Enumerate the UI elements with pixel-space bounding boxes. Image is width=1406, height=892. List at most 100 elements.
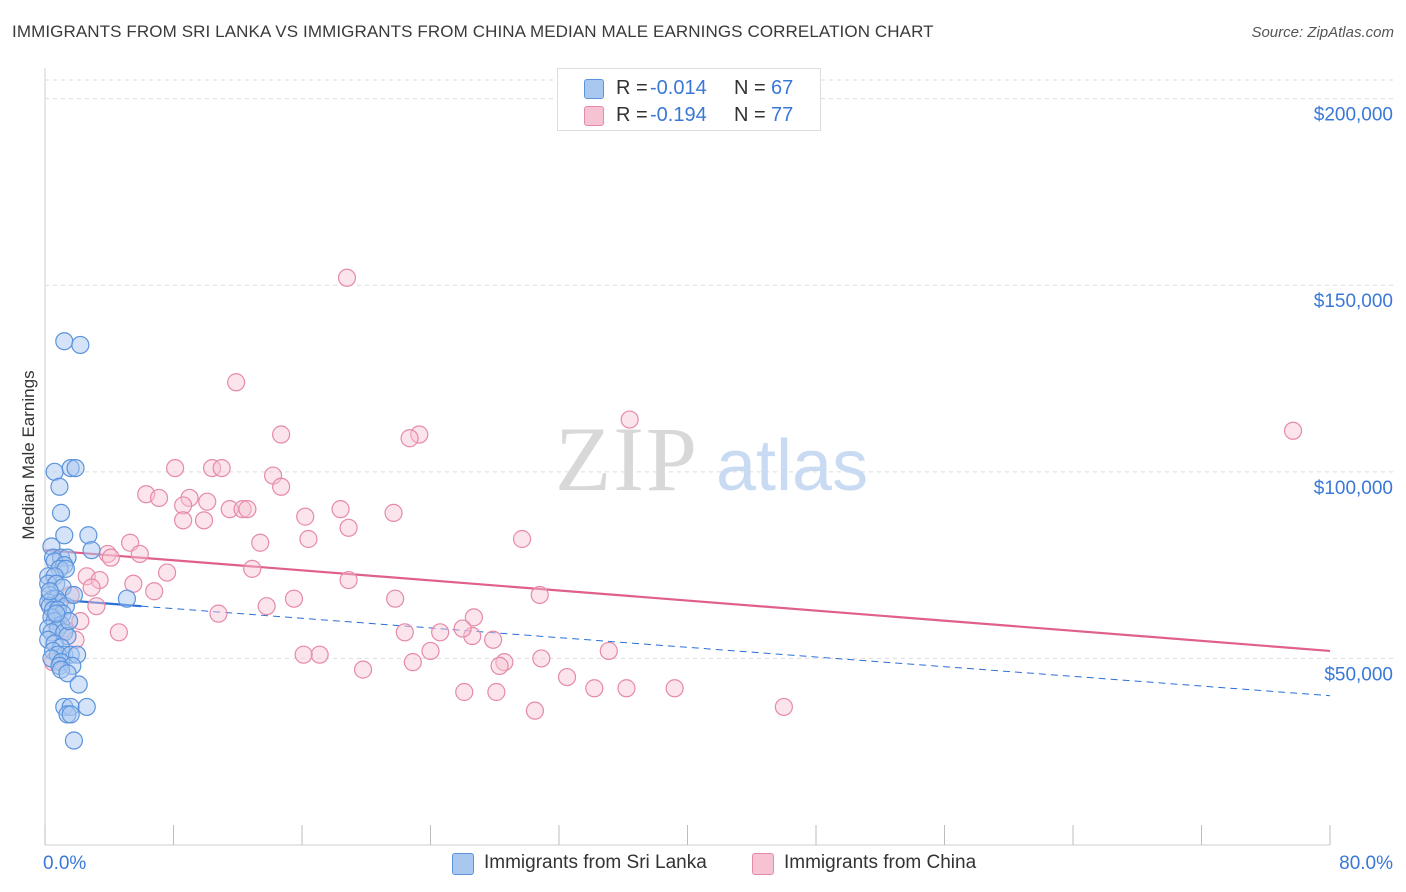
y-tick-labels: $50,000 $100,000 $150,000 $200,000 <box>1314 105 1393 686</box>
data-point-china <box>464 608 483 627</box>
watermark: ZIP atlas <box>555 408 868 510</box>
data-point-china <box>299 529 318 549</box>
data-point-sri-lanka <box>64 731 84 750</box>
y-tick-label: $200,000 <box>1314 105 1393 126</box>
data-point-sri-lanka <box>50 477 69 496</box>
data-point-china <box>617 679 636 698</box>
x-tick-label: 80.0% <box>1339 853 1393 874</box>
data-point-china <box>620 410 639 429</box>
data-point-sri-lanka <box>117 589 137 608</box>
data-point-sri-lanka <box>55 526 74 545</box>
points-china <box>43 268 1303 720</box>
data-point-sri-lanka <box>71 335 90 355</box>
data-point-sri-lanka <box>77 697 96 717</box>
data-point-sri-lanka <box>51 503 71 522</box>
data-point-china <box>82 578 101 597</box>
data-point-china <box>463 626 482 646</box>
data-point-china <box>455 682 474 702</box>
data-point-china <box>339 570 358 590</box>
data-point-china <box>310 645 329 664</box>
chart-title: IMMIGRANTS FROM SRI LANKA VS IMMIGRANTS … <box>12 22 934 41</box>
data-point-china <box>331 500 350 519</box>
data-point-china <box>337 268 357 287</box>
data-point-china <box>386 589 405 608</box>
data-point-china <box>296 507 315 526</box>
data-point-china <box>665 679 684 698</box>
data-point-china <box>109 623 128 642</box>
data-point-china <box>174 496 193 515</box>
trendline-sri-lanka-dashed <box>141 605 1331 697</box>
data-point-china <box>530 585 549 605</box>
r-value: -0.194 <box>650 104 707 126</box>
data-point-china <box>453 619 472 638</box>
data-point-china <box>227 373 246 392</box>
data-point-china <box>339 518 358 537</box>
data-point-china <box>774 697 793 717</box>
legend-swatch-sri-lanka <box>452 853 474 875</box>
data-point-china <box>212 458 231 478</box>
data-point-china <box>294 645 313 664</box>
data-point-china <box>585 679 604 698</box>
trendline-china <box>44 549 1331 653</box>
data-point-china <box>257 597 276 616</box>
y-tick-label: $150,000 <box>1314 291 1393 312</box>
data-point-china <box>198 492 217 511</box>
r-value: -0.014 <box>650 77 707 99</box>
data-point-sri-lanka <box>82 541 101 560</box>
data-point-china <box>599 641 618 661</box>
data-point-china <box>512 529 532 549</box>
legend-label: Immigrants from Sri Lanka <box>484 852 707 873</box>
legend-swatch-china <box>584 106 604 126</box>
data-point-china <box>487 682 506 702</box>
data-point-china <box>149 488 169 508</box>
legend-swatch-sri-lanka <box>584 79 604 99</box>
data-point-china <box>1283 421 1303 440</box>
y-tick-label: $100,000 <box>1314 478 1393 499</box>
n-value: 67 <box>771 77 794 99</box>
data-point-china <box>145 582 164 601</box>
legend-row-sri-lanka: R = -0.014 N = 67 <box>558 73 820 101</box>
data-point-china <box>272 425 291 444</box>
axes <box>44 68 1331 846</box>
data-point-china <box>395 623 414 642</box>
legend-row-china: R = -0.194 N = 77 <box>558 100 820 128</box>
x-tick-label: 0.0% <box>43 853 86 874</box>
watermark-zip: ZIP <box>555 408 699 510</box>
data-point-sri-lanka <box>55 332 74 351</box>
legend-swatch-china <box>752 853 774 875</box>
data-point-china <box>272 477 291 496</box>
data-point-sri-lanka <box>40 582 59 601</box>
data-point-china <box>130 544 149 564</box>
data-point-china <box>238 500 257 519</box>
data-point-sri-lanka <box>61 705 80 724</box>
data-point-china <box>157 563 177 582</box>
data-point-china <box>490 656 509 675</box>
points-sri-lanka <box>39 332 137 750</box>
data-point-china <box>431 623 450 642</box>
data-point-china <box>284 589 304 608</box>
data-point-china <box>403 653 422 672</box>
watermark-atlas: atlas <box>716 426 868 506</box>
data-point-china <box>202 458 222 478</box>
data-point-china <box>251 533 270 552</box>
data-point-china <box>525 701 545 720</box>
data-point-sri-lanka <box>64 585 84 605</box>
data-point-china <box>209 604 228 623</box>
data-point-china <box>410 425 429 444</box>
data-point-sri-lanka <box>66 458 85 478</box>
y-axis-label: Median Male Earnings <box>19 370 38 539</box>
data-point-china <box>384 503 403 522</box>
x-tick-labels: 0.0% 80.0% <box>43 853 1393 874</box>
data-point-china <box>421 641 440 661</box>
trendline-sri-lanka <box>44 597 1331 697</box>
source-label: Source: ZipAtlas.com <box>1251 24 1394 41</box>
r-label: R = <box>616 104 648 126</box>
data-point-china <box>557 667 577 687</box>
n-value: 77 <box>771 104 794 126</box>
data-point-china <box>353 660 373 679</box>
data-point-china <box>532 649 551 668</box>
data-point-sri-lanka <box>79 526 98 545</box>
data-point-china <box>87 597 106 616</box>
data-point-sri-lanka <box>58 664 77 683</box>
